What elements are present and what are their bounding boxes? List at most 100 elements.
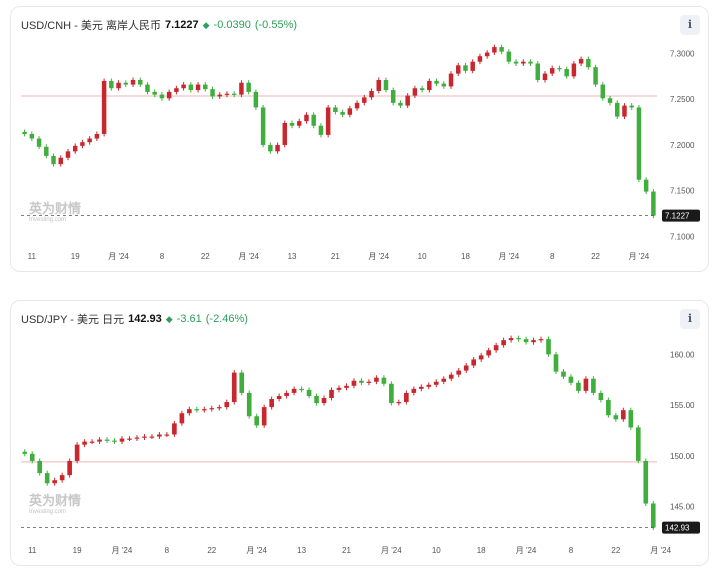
candle-body xyxy=(321,397,327,404)
candle-body xyxy=(419,88,425,91)
candlestick-chart[interactable]: 英为财情 Investing.com 7.3000 7.2500 7.2000 7.1… xyxy=(11,7,709,272)
x-tick-label: 22 xyxy=(201,252,210,261)
candle-body xyxy=(478,355,484,360)
candle-body xyxy=(441,378,447,382)
candle-body xyxy=(306,389,312,396)
y-tick-label: 160.00 xyxy=(670,350,695,359)
candle-body xyxy=(239,372,245,393)
candle-body xyxy=(628,410,634,428)
candle-body xyxy=(508,338,514,341)
candle-body xyxy=(174,88,179,92)
x-tick-label: 月 '24 xyxy=(246,546,267,555)
candle-body xyxy=(591,378,596,393)
candle-body xyxy=(583,378,589,391)
price-change: -0.0390 xyxy=(213,19,251,31)
candle-body xyxy=(521,61,526,64)
x-tick-label: 月 '24 xyxy=(499,252,520,261)
watermark-sub: Investing.com xyxy=(29,509,66,515)
candle-body xyxy=(74,444,80,461)
y-tick-label: 7.2500 xyxy=(670,95,695,104)
last-price-tag xyxy=(662,209,700,222)
candle-body xyxy=(606,400,611,416)
candle-body xyxy=(261,407,267,426)
pair-name[interactable]: USD/CNH - 美元 离岸人民币 xyxy=(21,20,161,32)
x-tick-label: 8 xyxy=(160,252,165,261)
candle-body xyxy=(340,112,345,115)
candlestick-chart[interactable]: 英为财情 Investing.com 160.00 155.00 150.00 145… xyxy=(11,301,709,566)
candle-body xyxy=(159,94,165,99)
candle-body xyxy=(52,480,57,484)
candle-body xyxy=(369,90,374,98)
candle-body xyxy=(127,438,132,440)
candle-body xyxy=(528,61,533,64)
candle-body xyxy=(145,84,150,92)
candle-body xyxy=(51,155,56,165)
candle-body xyxy=(538,339,544,341)
usdjpy-chart-card: USD/JPY - 美元 日元 142.93 ◆ -3.61 (-2.46%) … xyxy=(10,300,709,566)
diamond-icon: ◆ xyxy=(165,313,173,324)
x-tick-label: 月 '24 xyxy=(629,252,650,261)
candle-body xyxy=(615,102,620,117)
candle-body xyxy=(130,79,136,85)
candle-body xyxy=(72,145,78,152)
x-tick-label: 22 xyxy=(207,546,216,555)
candle-body xyxy=(576,382,581,391)
candle-body xyxy=(629,105,634,108)
candle-body xyxy=(194,409,200,411)
x-tick-label: 8 xyxy=(165,546,170,555)
usdjpy-header: USD/JPY - 美元 日元 142.93 ◆ -3.61 (-2.46%) xyxy=(21,311,248,327)
candle-body xyxy=(188,84,194,91)
candle-body xyxy=(304,114,309,122)
x-tick-label: 10 xyxy=(418,252,427,261)
candle-body xyxy=(546,339,551,355)
x-tick-label: 18 xyxy=(477,546,486,555)
candle-body xyxy=(89,441,95,443)
y-tick-label: 155.00 xyxy=(670,401,695,410)
candle-body xyxy=(456,370,462,375)
candle-body xyxy=(621,410,626,420)
candle-body xyxy=(67,460,72,476)
x-tick-label: 13 xyxy=(297,546,306,555)
candle-body xyxy=(299,388,304,391)
candle-body xyxy=(463,65,468,71)
candle-body xyxy=(336,387,342,390)
candle-body xyxy=(354,102,360,109)
candle-body xyxy=(499,47,504,52)
candle-body xyxy=(123,82,129,85)
candle-body xyxy=(172,423,177,435)
candle-body xyxy=(104,439,110,441)
candle-body xyxy=(231,93,237,95)
x-tick-label: 21 xyxy=(342,546,351,555)
candle-body xyxy=(224,93,230,95)
candle-body xyxy=(383,79,389,91)
info-icon[interactable]: i xyxy=(680,309,700,329)
usdcnh-chart-card: USD/CNH - 美元 离岸人民币 7.1227 ◆ -0.0390 (-0.… xyxy=(10,6,709,272)
candle-body xyxy=(246,82,251,92)
last-price-tag-text: 142.93 xyxy=(665,524,690,533)
candle-body xyxy=(138,79,143,85)
candle-body xyxy=(557,68,562,70)
candle-body xyxy=(116,82,121,89)
candle-body xyxy=(291,388,297,393)
x-tick-label: 11 xyxy=(28,252,37,261)
candle-body xyxy=(381,377,387,384)
candle-body xyxy=(289,122,295,126)
watermark-sub: Investing.com xyxy=(29,217,66,223)
candle-body xyxy=(181,84,186,89)
candle-body xyxy=(374,377,379,382)
candle-body xyxy=(448,374,454,379)
info-icon[interactable]: i xyxy=(680,15,700,35)
y-tick-label: 7.2000 xyxy=(670,141,695,150)
candle-body xyxy=(37,460,43,474)
last-price-tag-text: 7.1227 xyxy=(665,212,690,221)
candle-body xyxy=(36,138,42,147)
candle-body xyxy=(134,437,140,439)
pair-name[interactable]: USD/JPY - 美元 日元 xyxy=(21,314,125,326)
candle-body xyxy=(333,107,338,113)
candle-body xyxy=(157,434,162,437)
candle-body xyxy=(411,388,417,393)
candle-body xyxy=(456,65,461,74)
x-tick-label: 13 xyxy=(288,252,297,261)
y-tick-label: 7.1500 xyxy=(670,187,695,196)
x-tick-label: 22 xyxy=(591,252,600,261)
